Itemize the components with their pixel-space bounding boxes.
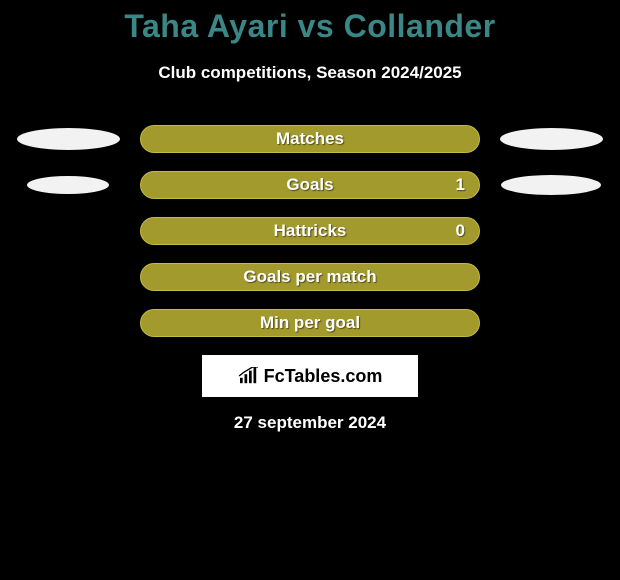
stat-bar: Goals 1 bbox=[140, 171, 480, 199]
stat-row-goals: Goals 1 bbox=[0, 171, 620, 199]
stat-bar: Hattricks 0 bbox=[140, 217, 480, 245]
logo-text: FcTables.com bbox=[264, 366, 383, 387]
stat-label: Goals bbox=[286, 175, 333, 195]
stat-value: 1 bbox=[456, 175, 465, 195]
stat-row-hattricks: Hattricks 0 bbox=[0, 217, 620, 245]
right-ellipse bbox=[501, 175, 601, 195]
stat-value: 0 bbox=[456, 221, 465, 241]
stats-rows: Matches Goals 1 Hattricks 0 Goals bbox=[0, 125, 620, 337]
stat-label: Hattricks bbox=[274, 221, 347, 241]
logo-box: FcTables.com bbox=[202, 355, 418, 397]
stat-row-goals-per-match: Goals per match bbox=[0, 263, 620, 291]
stat-label: Min per goal bbox=[260, 313, 360, 333]
stat-row-matches: Matches bbox=[0, 125, 620, 153]
bar-chart-icon bbox=[238, 367, 260, 385]
comparison-panel: Taha Ayari vs Collander Club competition… bbox=[0, 0, 620, 433]
stat-row-min-per-goal: Min per goal bbox=[0, 309, 620, 337]
right-ellipse bbox=[500, 128, 603, 150]
stat-label: Goals per match bbox=[243, 267, 376, 287]
left-ellipse bbox=[17, 128, 120, 150]
subtitle: Club competitions, Season 2024/2025 bbox=[0, 63, 620, 83]
left-ellipse bbox=[27, 176, 109, 194]
stat-bar: Min per goal bbox=[140, 309, 480, 337]
stat-label: Matches bbox=[276, 129, 344, 149]
stat-bar: Goals per match bbox=[140, 263, 480, 291]
stat-bar: Matches bbox=[140, 125, 480, 153]
date-label: 27 september 2024 bbox=[0, 413, 620, 433]
page-title: Taha Ayari vs Collander bbox=[0, 8, 620, 45]
